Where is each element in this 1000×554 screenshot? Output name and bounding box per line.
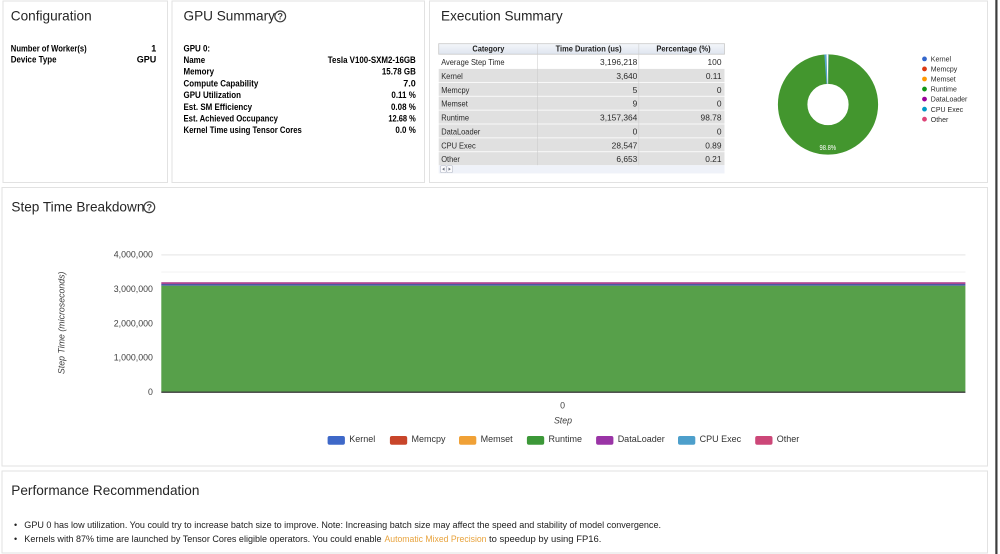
svg-text:Other: Other	[931, 117, 949, 124]
svg-text:?: ?	[277, 12, 283, 22]
svg-text:0: 0	[148, 387, 153, 397]
svg-text:3,157,364: 3,157,364	[600, 113, 638, 123]
svg-text:DataLoader: DataLoader	[618, 434, 665, 444]
svg-text:4,000,000: 4,000,000	[114, 250, 153, 260]
svg-text:0: 0	[717, 126, 722, 136]
svg-text:1,000,000: 1,000,000	[114, 353, 153, 363]
svg-text:5: 5	[633, 85, 638, 95]
svg-text:Runtime: Runtime	[441, 113, 469, 123]
svg-text:Percentage (%): Percentage (%)	[656, 44, 711, 54]
svg-text:0: 0	[717, 99, 722, 109]
svg-text:2,000,000: 2,000,000	[114, 318, 153, 328]
svg-text:GPU: GPU	[137, 55, 157, 65]
svg-text:GPU Utilization: GPU Utilization	[184, 90, 242, 100]
svg-text:CPU Exec: CPU Exec	[931, 107, 964, 114]
svg-text:?: ?	[146, 203, 152, 213]
svg-text:•: •	[14, 534, 17, 544]
svg-text:Runtime: Runtime	[549, 434, 583, 444]
svg-text:15.78 GB: 15.78 GB	[382, 67, 416, 77]
svg-text:DataLoader: DataLoader	[441, 126, 480, 136]
svg-text:Automatic Mixed Precision: Automatic Mixed Precision	[385, 534, 487, 544]
svg-text:to speedup by using FP16.: to speedup by using FP16.	[489, 534, 601, 544]
svg-text:Other: Other	[441, 154, 460, 164]
svg-text:Performance Recommendation: Performance Recommendation	[11, 483, 199, 498]
svg-text:Kernel: Kernel	[931, 57, 952, 64]
svg-text:Average Step Time: Average Step Time	[441, 57, 505, 67]
svg-text:Est. Achieved Occupancy: Est. Achieved Occupancy	[184, 114, 279, 124]
svg-text:0.0 %: 0.0 %	[395, 125, 415, 135]
svg-text:Step Time Breakdown: Step Time Breakdown	[11, 199, 144, 214]
svg-text:Number of Worker(s): Number of Worker(s)	[11, 43, 87, 53]
svg-text:CPU Exec: CPU Exec	[700, 434, 742, 444]
svg-text:•: •	[14, 520, 17, 530]
svg-text:0.11: 0.11	[706, 71, 722, 81]
svg-text:3,000,000: 3,000,000	[114, 284, 153, 294]
svg-text:Kernels with 87% time are laun: Kernels with 87% time are launched by Te…	[24, 534, 381, 544]
svg-text:Configuration: Configuration	[11, 9, 92, 24]
svg-text:Execution Summary: Execution Summary	[441, 9, 563, 24]
svg-text:Step Time (microseconds): Step Time (microseconds)	[57, 271, 67, 374]
svg-text:6,653: 6,653	[616, 154, 637, 164]
svg-text:Category: Category	[472, 44, 504, 54]
svg-text:Time Duration (us): Time Duration (us)	[556, 44, 622, 54]
svg-text:GPU 0 has low utilization. You: GPU 0 has low utilization. You could try…	[24, 520, 661, 530]
svg-text:Memcpy: Memcpy	[931, 67, 958, 74]
svg-text:1: 1	[151, 43, 156, 53]
svg-text:0.11 %: 0.11 %	[391, 90, 415, 100]
svg-text:Kernel: Kernel	[349, 434, 375, 444]
svg-text:Memset: Memset	[931, 77, 956, 84]
svg-text:Step: Step	[554, 416, 572, 426]
svg-text:0: 0	[560, 400, 565, 410]
svg-text:3,640: 3,640	[616, 71, 637, 81]
svg-text:Est. SM Efficiency: Est. SM Efficiency	[184, 102, 253, 112]
svg-text:98.8%: 98.8%	[820, 145, 837, 152]
svg-text:Tesla V100-SXM2-16GB: Tesla V100-SXM2-16GB	[328, 55, 416, 65]
svg-text:Memcpy: Memcpy	[412, 434, 447, 444]
svg-text:CPU Exec: CPU Exec	[441, 140, 476, 150]
svg-text:9: 9	[633, 99, 638, 109]
svg-text:3,196,218: 3,196,218	[600, 57, 638, 67]
svg-text:0.08 %: 0.08 %	[391, 102, 416, 112]
svg-text:GPU Summary: GPU Summary	[184, 9, 276, 24]
svg-text:Other: Other	[777, 434, 800, 444]
svg-text:0: 0	[717, 85, 722, 95]
svg-text:28,547: 28,547	[612, 140, 638, 150]
svg-text:0.21: 0.21	[705, 154, 722, 164]
svg-text:0: 0	[633, 126, 638, 136]
svg-text:Memset: Memset	[441, 99, 468, 109]
svg-text:Kernel: Kernel	[441, 71, 463, 81]
svg-text:GPU 0:: GPU 0:	[184, 43, 211, 53]
svg-text:Name: Name	[184, 55, 206, 65]
svg-text:Memcpy: Memcpy	[441, 85, 470, 95]
svg-text:100: 100	[708, 57, 722, 67]
svg-text:12.68 %: 12.68 %	[388, 114, 415, 124]
svg-text:Compute Capability: Compute Capability	[184, 78, 259, 88]
svg-text:DataLoader: DataLoader	[931, 97, 968, 104]
svg-text:Memory: Memory	[184, 67, 215, 77]
svg-text:7.0: 7.0	[403, 78, 416, 88]
svg-text:0.89: 0.89	[705, 140, 722, 150]
svg-text:98.78: 98.78	[701, 113, 722, 123]
svg-text:Memset: Memset	[481, 434, 514, 444]
svg-text:Kernel Time using Tensor Cores: Kernel Time using Tensor Cores	[184, 125, 302, 135]
svg-text:Device Type: Device Type	[11, 55, 57, 65]
svg-text:Runtime: Runtime	[931, 87, 957, 94]
